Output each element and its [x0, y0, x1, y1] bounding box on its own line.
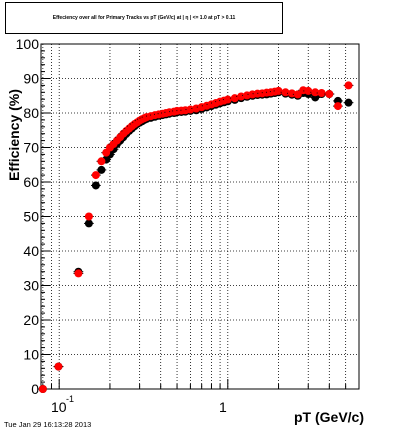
- y-tick-label: 40: [23, 243, 39, 259]
- data-point: [223, 95, 232, 104]
- y-tick-label: 20: [23, 312, 39, 328]
- data-point: [344, 81, 353, 90]
- y-tick-label: 100: [16, 36, 40, 52]
- data-point: [325, 90, 334, 99]
- data-point: [84, 219, 93, 228]
- data-point: [311, 88, 320, 97]
- data-point: [54, 362, 63, 371]
- y-tick-label: 30: [23, 278, 39, 294]
- axis-ticks: [41, 43, 360, 390]
- x-tick-labels: 10 -1 1: [51, 394, 227, 415]
- data-point: [281, 88, 290, 97]
- y-axis-label: Efficiency (%): [6, 89, 22, 181]
- data-point: [304, 86, 313, 95]
- data-point: [293, 90, 302, 99]
- y-tick-label: 60: [23, 174, 39, 190]
- data-point: [74, 269, 83, 278]
- data-point: [97, 165, 106, 174]
- y-tick-label: 10: [23, 347, 39, 363]
- series-black: [37, 88, 354, 393]
- x-tick-label-one: 1: [219, 399, 227, 415]
- data-point: [344, 98, 353, 107]
- x-tick-label-base: 10: [51, 399, 67, 415]
- data-point: [317, 88, 326, 97]
- y-tick-label: 50: [23, 209, 39, 225]
- chart-title-box: Effeciency over all for Primary Tracks v…: [5, 2, 283, 34]
- x-tick-label-exponent: -1: [66, 394, 74, 404]
- series-red: [37, 81, 354, 393]
- x-axis-label: pT (GeV/c): [294, 409, 364, 425]
- footer-timestamp: Tue Jan 29 16:13:28 2013: [4, 420, 92, 429]
- y-tick-labels: 0 10 20 30 40 50 60 70 80 90 100: [16, 36, 40, 397]
- y-tick-label: 0: [31, 381, 39, 397]
- y-tick-label: 80: [23, 105, 39, 121]
- chart-title: Effeciency over all for Primary Tracks v…: [52, 15, 236, 21]
- data-point: [97, 157, 106, 166]
- data-point: [274, 86, 283, 95]
- y-tick-label: 90: [23, 71, 39, 87]
- data-point: [84, 212, 93, 221]
- data-point: [333, 102, 342, 111]
- data-point: [91, 171, 100, 180]
- data-point: [38, 385, 47, 393]
- data-point: [91, 181, 100, 190]
- y-tick-label: 70: [23, 140, 39, 156]
